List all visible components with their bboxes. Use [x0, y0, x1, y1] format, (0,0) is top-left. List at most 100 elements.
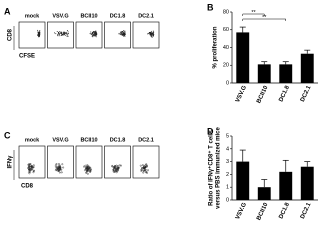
cytometry-dot [91, 33, 93, 35]
cytometry-dot [87, 167, 89, 169]
cytometry-plot [47, 145, 74, 179]
cytometry-dot [114, 168, 117, 170]
y-axis-label: CD8 [8, 28, 14, 41]
cytometry-plot [75, 145, 103, 179]
cytometry-dot [95, 34, 97, 36]
cytometry-dot [28, 164, 31, 167]
cytometry-dot [56, 31, 58, 33]
cytometry-dot [120, 34, 122, 36]
cytometry-dot [67, 32, 69, 34]
y-tick-label: 2 [226, 172, 229, 178]
x-tick-label: BCII10 [256, 84, 270, 104]
cytometry-dot [92, 35, 94, 37]
cytometry-dot [145, 163, 148, 166]
x-tick-label: VSV.G [235, 202, 248, 221]
cytometry-dot [147, 33, 149, 35]
cytometry-dot [118, 166, 121, 169]
cytometry-dot [67, 35, 69, 37]
cytometry-dot [63, 32, 65, 34]
cytometry-dot [58, 163, 60, 165]
cytometry-dot [58, 32, 60, 34]
cytometry-dot [94, 33, 96, 35]
cytometry-dot [150, 30, 152, 32]
cytometry-dot [28, 169, 31, 172]
cytometry-dot [60, 32, 62, 34]
cytometry-dot [113, 165, 116, 168]
cytometry-dot [120, 164, 122, 167]
cytometry-dot [37, 29, 39, 31]
x-tick-label: BCII10 [256, 201, 270, 221]
cytometry-dot [56, 34, 58, 36]
cytometry-dot [59, 32, 61, 34]
cytometry-dot [30, 165, 33, 168]
cytometry-dot [37, 34, 39, 36]
significance-label: ** [251, 10, 256, 16]
cytometry-dot [143, 166, 146, 169]
cytometry-dot [117, 168, 120, 171]
cytometry-dot [144, 171, 147, 174]
cytometry-dot [65, 32, 67, 34]
y-tick-label: 80 [223, 9, 229, 15]
cytometry-dot [93, 35, 95, 37]
cytometry-dot [58, 171, 61, 174]
cytometry-dot [58, 169, 61, 172]
cytometry-dot [83, 169, 86, 172]
cytometry-plot [104, 145, 131, 179]
plot-frame [18, 145, 46, 179]
cytometry-dot [84, 167, 87, 170]
cytometry-dot [38, 31, 40, 33]
x-tick-label: DC2.1 [300, 84, 313, 103]
cytometry-dot [118, 32, 120, 34]
cytometry-dot [123, 32, 125, 34]
plot-frame [47, 145, 74, 179]
cytometry-dot [64, 31, 66, 33]
cytometry-dot [39, 30, 41, 32]
cytometry-dot [141, 167, 144, 170]
cytometry-dot [28, 172, 31, 175]
cytometry-dot [89, 33, 91, 35]
cytometry-dot [87, 168, 89, 171]
cytometry-dot [142, 169, 145, 172]
cytometry-dot [58, 31, 60, 33]
cytometry-dot [56, 169, 59, 172]
cytometry-dot [55, 163, 58, 165]
cytometry-plot [132, 145, 160, 179]
cytometry-plot [47, 21, 74, 49]
cytometry-dot [124, 32, 126, 34]
cytometry-dot [152, 34, 154, 36]
cytometry-dot [149, 31, 151, 33]
cytometry-plot [132, 21, 160, 49]
cytometry-dot [90, 31, 92, 33]
cytometry-dot [117, 168, 119, 170]
cytometry-dot [63, 34, 65, 36]
cytometry-dot [111, 164, 114, 167]
cytometry-dot [66, 33, 68, 35]
bar [236, 161, 250, 200]
cytometry-dot [121, 34, 123, 36]
y-tick-label: 4 [226, 146, 229, 152]
bar [279, 171, 293, 200]
cytometry-dot [54, 165, 57, 168]
cytometry-dot [67, 31, 69, 33]
cytometry-dot [121, 33, 123, 35]
y-axis-label: % proliferation [213, 26, 219, 68]
cytometry-plot [18, 21, 46, 49]
cytometry-dot [150, 33, 152, 35]
y-axis-label: versus PBS immunized mice [216, 126, 222, 208]
cytometry-dot [57, 35, 59, 37]
cytometry-dot [54, 32, 56, 34]
cytometry-dot [58, 33, 60, 35]
cytometry-dot [124, 34, 126, 36]
cytometry-dot [122, 31, 124, 33]
cytometry-dot [86, 169, 88, 172]
x-tick-label: DC1.8 [278, 84, 291, 103]
cytometry-dot [151, 33, 153, 35]
cytometry-dot [95, 30, 97, 32]
cytometry-plot [75, 21, 103, 49]
cytometry-dot [33, 169, 35, 172]
sample-label: DC1.8 [110, 13, 126, 19]
cytometry-dot [58, 166, 61, 169]
y-tick-label: 0 [226, 197, 229, 203]
x-tick-label: DC2.1 [300, 201, 313, 220]
sample-label: DC1.8 [110, 137, 126, 143]
